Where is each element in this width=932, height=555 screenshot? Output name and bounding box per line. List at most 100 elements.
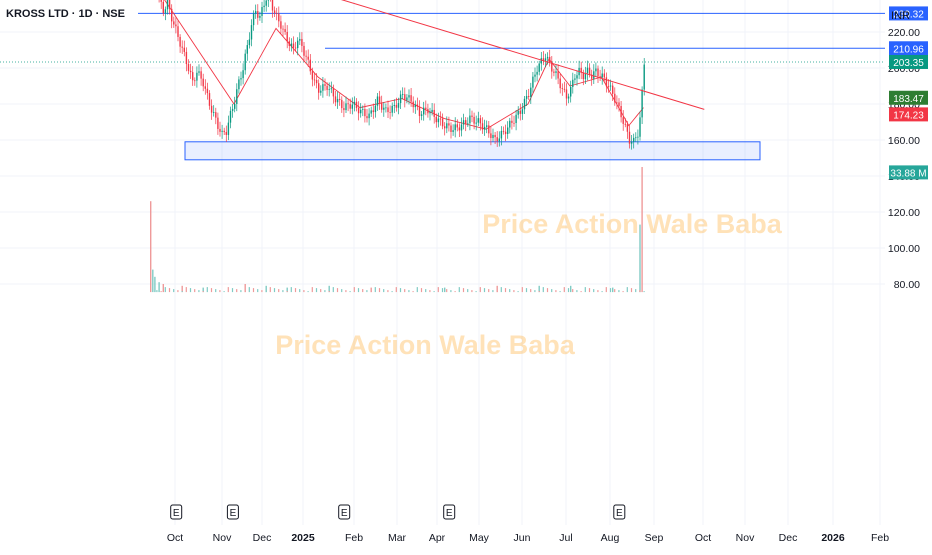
candle-body <box>236 89 237 104</box>
candle-body <box>394 105 395 106</box>
candle-body <box>408 95 409 97</box>
badge-label: 174.23 <box>893 110 924 121</box>
candle-body <box>515 115 516 123</box>
volume-bar <box>623 291 624 292</box>
volume-bar <box>429 290 430 292</box>
y-tick-label: 80.00 <box>894 279 920 291</box>
candle-body <box>499 138 500 141</box>
candle-body <box>326 86 327 90</box>
volume-bar <box>593 289 594 292</box>
candle-body <box>429 112 430 113</box>
candle-body <box>522 109 523 114</box>
candle-body <box>482 123 483 129</box>
candle-body <box>511 121 512 123</box>
candle-body <box>541 58 542 63</box>
candle-body <box>614 94 615 103</box>
candle-body <box>469 116 470 124</box>
volume-bar <box>287 291 288 292</box>
volume-bar <box>270 287 271 292</box>
candle-body <box>448 123 449 125</box>
volume-bar <box>627 287 628 292</box>
candle-body <box>480 118 481 123</box>
volume-bar <box>463 288 464 292</box>
candle-body <box>536 72 537 75</box>
candle-body <box>240 78 241 79</box>
x-tick-label: Oct <box>695 532 711 544</box>
candle-body <box>186 52 187 64</box>
volume-bar <box>245 291 246 292</box>
volume-bar <box>639 290 640 292</box>
volume-bar <box>158 282 159 292</box>
candle-body <box>165 9 166 13</box>
volume-bar <box>371 291 372 292</box>
candle-body <box>320 91 321 93</box>
candle-body <box>190 71 191 72</box>
candle-body <box>427 109 428 113</box>
candle-body <box>266 0 267 5</box>
candle-body <box>347 103 348 104</box>
volume-bar <box>173 289 174 292</box>
candle-body <box>362 109 363 110</box>
volume-bar <box>203 291 204 292</box>
volume-bar <box>421 288 422 292</box>
candle-body <box>188 64 189 71</box>
volume-bar <box>190 288 191 292</box>
candle-body <box>528 96 529 97</box>
candle-body <box>434 110 435 117</box>
volume-bar <box>165 287 166 292</box>
candle-body <box>184 48 185 52</box>
candle-body <box>509 121 510 128</box>
earnings-marker-label: E <box>341 508 348 519</box>
candle-body <box>383 108 384 110</box>
candle-body <box>303 46 304 56</box>
candle-body <box>263 6 264 7</box>
volume-bar <box>467 289 468 292</box>
candle-body <box>219 129 220 132</box>
volume-bar <box>215 289 216 292</box>
candle-body <box>564 89 565 90</box>
candle-body <box>177 26 178 37</box>
candle-body <box>488 125 489 133</box>
candle-body <box>387 107 388 112</box>
candle-body <box>245 54 246 71</box>
candle-body <box>490 133 491 138</box>
volume-bar <box>551 289 552 292</box>
volume-bar <box>589 288 590 292</box>
volume-bar <box>518 291 519 292</box>
volume-bar <box>345 290 346 292</box>
candle-body <box>345 103 346 110</box>
volume-bar <box>261 290 262 292</box>
candle-body <box>530 88 531 97</box>
candle-body <box>547 57 548 58</box>
candle-body <box>604 74 605 78</box>
candle-body <box>486 125 487 127</box>
symbol-title: KROSS LTD · 1D · NSE <box>6 8 125 20</box>
volume-bar <box>219 290 220 292</box>
volume-bar <box>576 290 577 292</box>
candle-body <box>413 102 414 108</box>
candle-body <box>211 106 212 113</box>
volume-bar <box>635 289 636 292</box>
volume-bar <box>375 287 376 292</box>
candle-body <box>635 137 636 138</box>
candle-body <box>253 14 254 25</box>
badge-label: 210.96 <box>893 44 924 55</box>
candle-body <box>297 41 298 48</box>
candle-body <box>612 86 613 94</box>
candle-body <box>242 70 243 78</box>
candle-body <box>505 132 506 134</box>
candle-body <box>398 103 399 108</box>
candle-body <box>373 110 374 112</box>
candle-body <box>572 80 573 87</box>
candle-body <box>425 108 426 109</box>
x-tick-label: Dec <box>779 532 798 544</box>
volume-bar <box>610 288 611 292</box>
candle-body <box>524 99 525 109</box>
volume-bar <box>240 290 241 292</box>
volume-bar <box>492 290 493 292</box>
candle-body <box>532 77 533 88</box>
volume-bar <box>438 287 439 292</box>
currency-label: INR <box>891 10 910 22</box>
candle-body <box>343 108 344 110</box>
